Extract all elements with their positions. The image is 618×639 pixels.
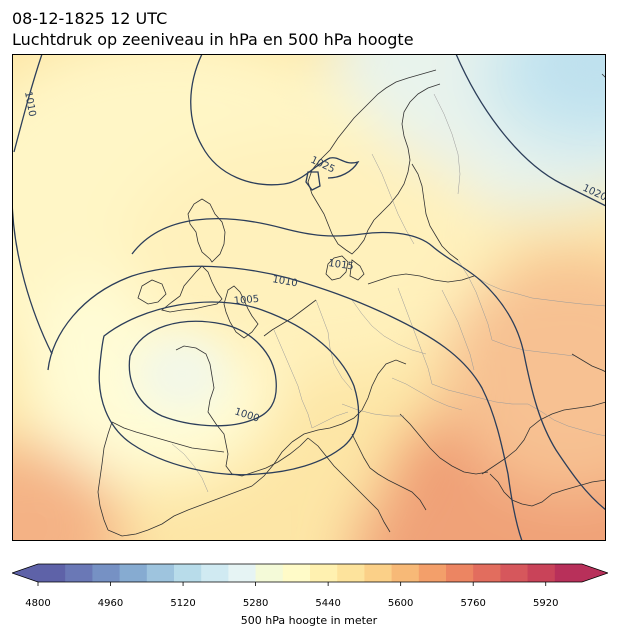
coastlines	[97, 69, 606, 537]
isobar-1005	[98, 301, 360, 476]
colorbar-tick-label: 4960	[97, 598, 124, 609]
colorbar-segment	[38, 564, 66, 582]
colorbar-segment	[310, 564, 338, 582]
country-borders	[171, 93, 606, 493]
map-title-datetime: 08-12-1825 12 UTC	[12, 9, 168, 28]
isobar-label: 1015	[328, 258, 355, 272]
colorbar-segment	[527, 564, 556, 582]
map-frame	[12, 54, 606, 541]
colorbar-segment	[174, 564, 202, 582]
colorbar-tick-label: 5920	[532, 598, 559, 609]
colorbar-segment	[119, 564, 148, 582]
colorbar-segment	[418, 564, 447, 582]
colorbar-tick-label: 5120	[170, 598, 196, 609]
colorbar-label: 500 hPa hoogte in meter	[240, 614, 378, 627]
isobar-1000	[128, 320, 277, 427]
isobar-label: 1005	[233, 294, 259, 307]
colorbar-segment	[364, 564, 393, 582]
isobar-1020	[455, 54, 606, 207]
colorbar-segment	[255, 564, 284, 582]
colorbar-extend-min	[12, 564, 38, 582]
colorbar-segment	[500, 564, 529, 582]
colorbar-segment	[337, 564, 365, 582]
colorbar-tick-label: 5280	[242, 598, 269, 609]
pressure-map: 1010 1025 1020 1015 1010 1005 1000	[12, 54, 606, 541]
colorbar-segment	[473, 564, 501, 582]
colorbar-segments	[12, 564, 608, 582]
isobar-1015	[131, 218, 606, 511]
colorbar-tick-label: 5600	[387, 598, 414, 609]
colorbar-segment	[201, 564, 229, 582]
isobar-label: 1010	[271, 274, 298, 289]
colorbar	[12, 563, 608, 586]
isobar-1025	[190, 54, 360, 186]
map-title-description: Luchtdruk op zeeniveau in hPa en 500 hPa…	[12, 30, 414, 49]
colorbar-segment	[282, 564, 311, 582]
colorbar-tick-label: 5760	[460, 598, 486, 609]
isobar-1010	[47, 265, 523, 541]
colorbar-segment	[65, 564, 93, 582]
colorbar-tick-label: 4800	[25, 598, 51, 609]
colorbar-segment	[146, 564, 175, 582]
colorbar-segment	[228, 564, 257, 582]
isobar-1025-cell	[305, 171, 321, 191]
colorbar-segment	[391, 564, 420, 582]
colorbar-segment	[446, 564, 474, 582]
colorbar-tick-label: 5440	[315, 598, 341, 609]
height-field	[12, 54, 606, 541]
isobar-1010-west	[13, 54, 43, 153]
colorbar-segment	[92, 564, 121, 582]
isobar-label: 1010	[22, 91, 37, 118]
colorbar-segment	[554, 564, 583, 582]
colorbar-extend-max	[582, 564, 608, 582]
